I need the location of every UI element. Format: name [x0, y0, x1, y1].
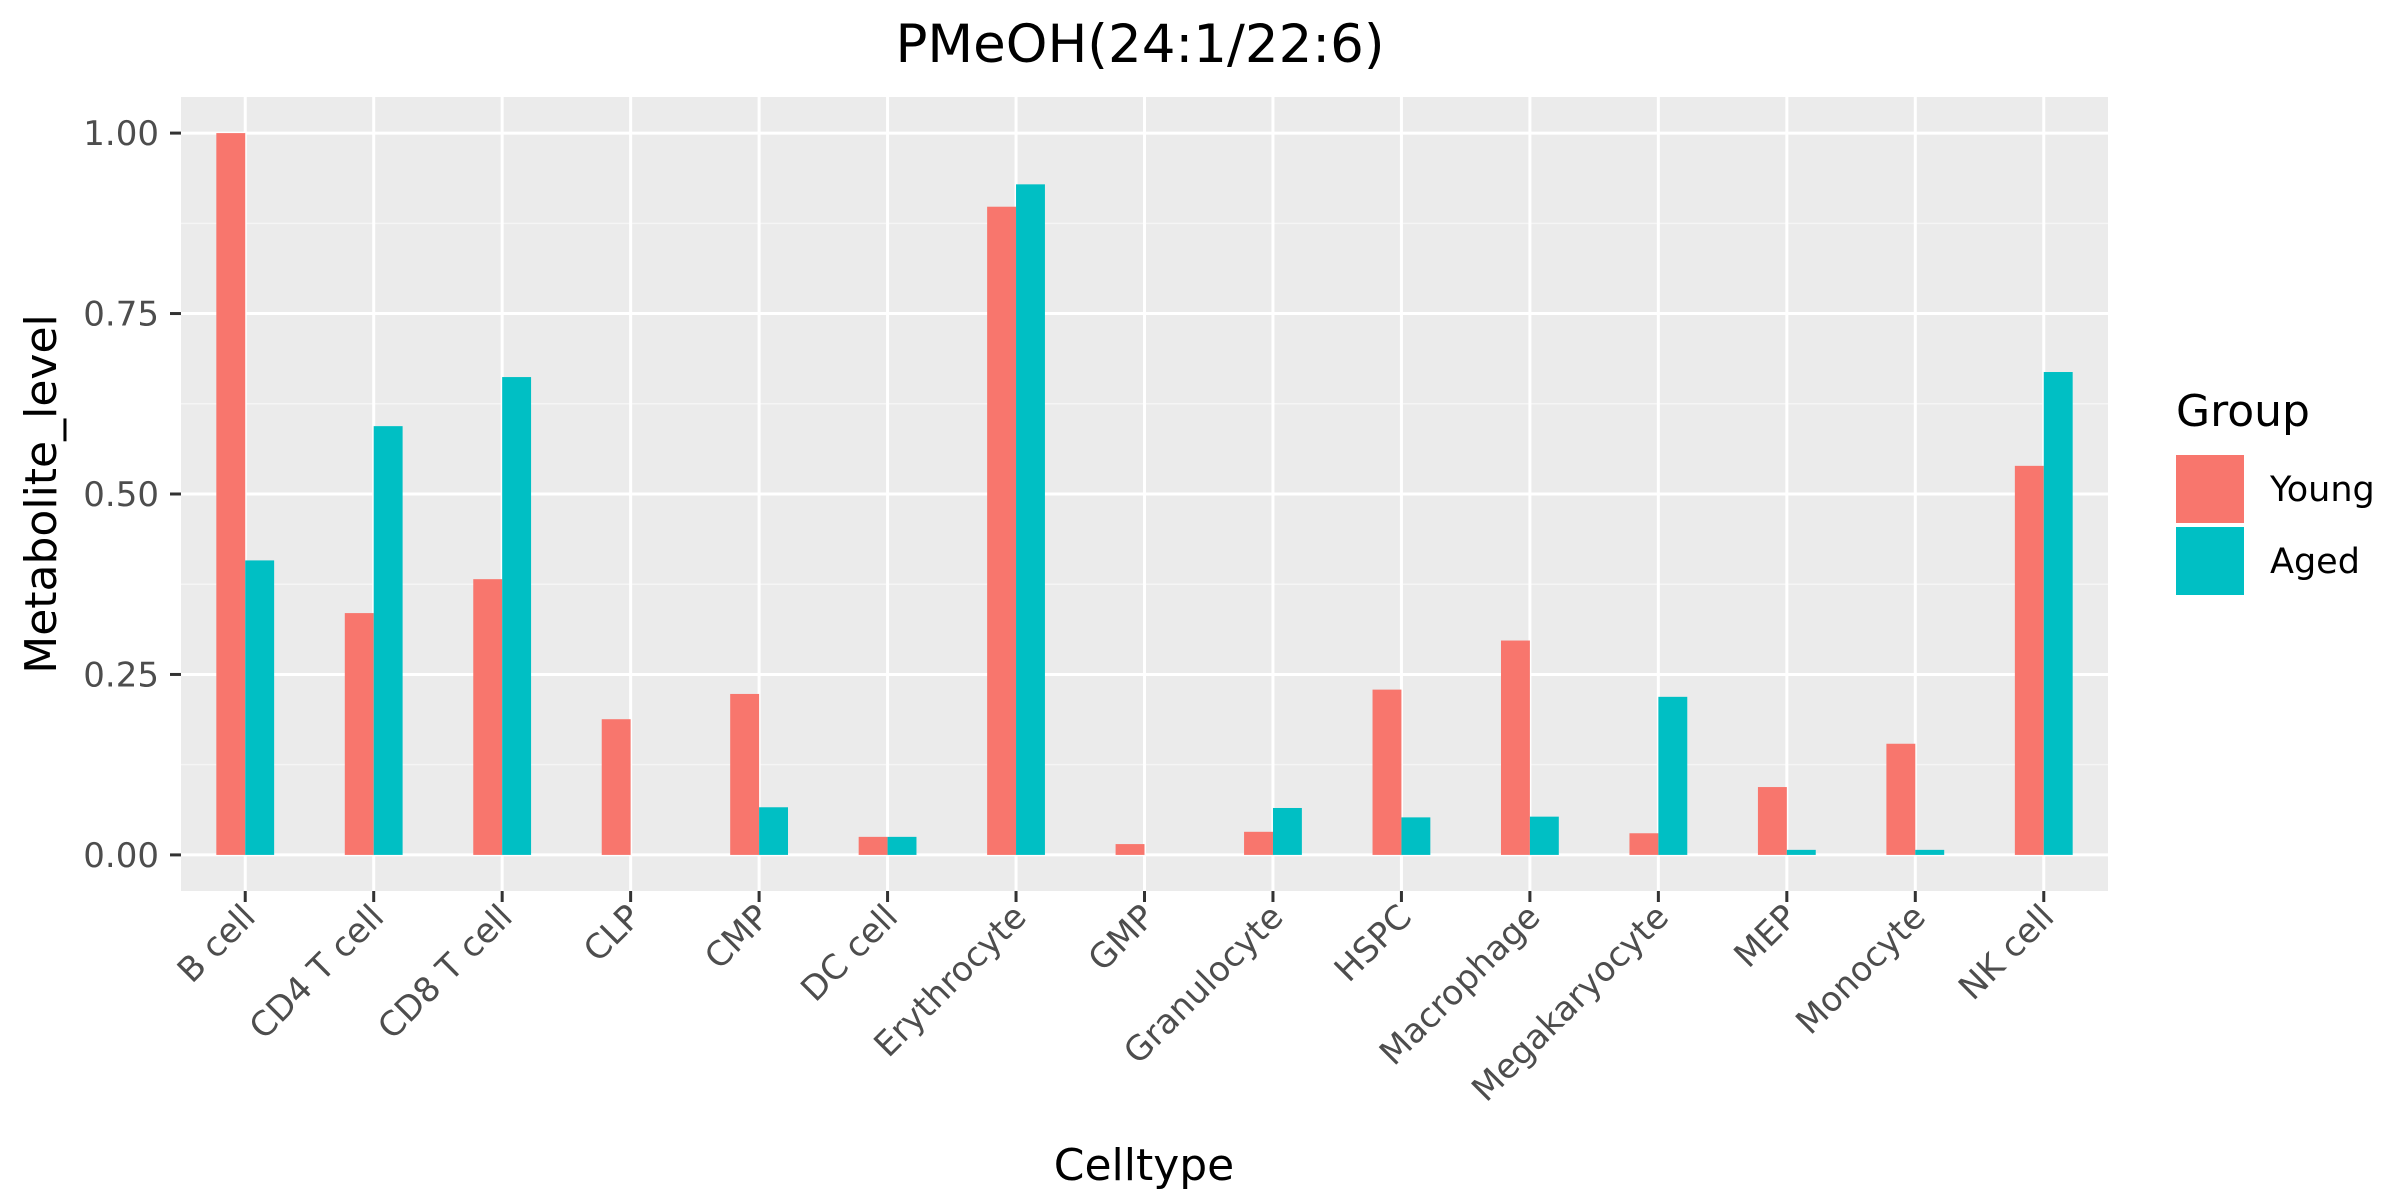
y-tick-label: 0.75: [83, 295, 159, 335]
bar-aged: [1786, 849, 1816, 855]
bar-aged: [245, 560, 275, 855]
bar-aged: [1915, 849, 1945, 855]
y-axis: 0.00 0.25 0.50 0.75 1.00: [83, 114, 181, 876]
bar-young: [730, 693, 760, 855]
bar-aged: [1272, 807, 1302, 855]
x-tick-label: DC cell: [793, 897, 906, 1010]
bar-aged: [887, 836, 917, 855]
bar-young: [1886, 743, 1916, 855]
y-tick-label: 0.50: [83, 475, 159, 515]
x-tick-label: Monocyte: [1788, 897, 1933, 1042]
bar-young: [344, 613, 374, 855]
x-tick-label: GMP: [1081, 897, 1163, 979]
legend-label-young: Young: [2269, 470, 2375, 510]
bar-young: [2014, 465, 2044, 855]
bar-young: [216, 133, 246, 855]
x-tick-label: CLP: [576, 897, 649, 970]
bar-young: [1500, 640, 1530, 855]
y-tick-label: 1.00: [83, 114, 159, 154]
x-tick-label: CD4 T cell: [242, 897, 392, 1047]
y-axis-title: Metabolite_level: [16, 314, 67, 674]
legend-key-aged: [2176, 527, 2244, 595]
x-tick-label: CD8 T cell: [370, 897, 520, 1047]
legend: Group Young Aged: [2176, 386, 2375, 595]
legend-items: Young Aged: [2176, 455, 2375, 595]
bar-aged: [2043, 372, 2073, 855]
bar-aged: [502, 377, 532, 855]
y-tick-label: 0.00: [83, 836, 159, 876]
bar-young: [1629, 833, 1659, 855]
bar-young: [1757, 787, 1787, 855]
chart-title: PMeOH(24:1/22:6): [895, 14, 1384, 75]
y-tick-label: 0.25: [83, 655, 159, 695]
bar-young: [1372, 689, 1402, 855]
bars-layer: [216, 133, 2073, 855]
legend-key-young: [2176, 455, 2244, 523]
x-tick-label: MEP: [1726, 897, 1805, 976]
x-tick-label: HSPC: [1327, 897, 1420, 990]
x-tick-label: CMP: [697, 897, 777, 977]
bar-aged: [759, 807, 789, 855]
bar-aged: [373, 426, 403, 855]
bar-young: [987, 206, 1017, 855]
legend-title: Group: [2176, 386, 2310, 437]
x-axis-title: Celltype: [1054, 1140, 1235, 1191]
bar-aged: [1401, 817, 1431, 855]
bar-young: [601, 719, 631, 855]
bar-aged: [1016, 184, 1045, 855]
x-tick-label: B cell: [170, 897, 264, 991]
x-tick-label: NK cell: [1951, 897, 2062, 1008]
bar-young: [858, 836, 888, 855]
bar-young: [473, 579, 503, 855]
bar-young: [1115, 844, 1145, 855]
bar-aged: [1529, 816, 1559, 855]
legend-label-aged: Aged: [2270, 542, 2360, 582]
bar-young: [1244, 831, 1273, 855]
bar-aged: [1658, 696, 1688, 855]
